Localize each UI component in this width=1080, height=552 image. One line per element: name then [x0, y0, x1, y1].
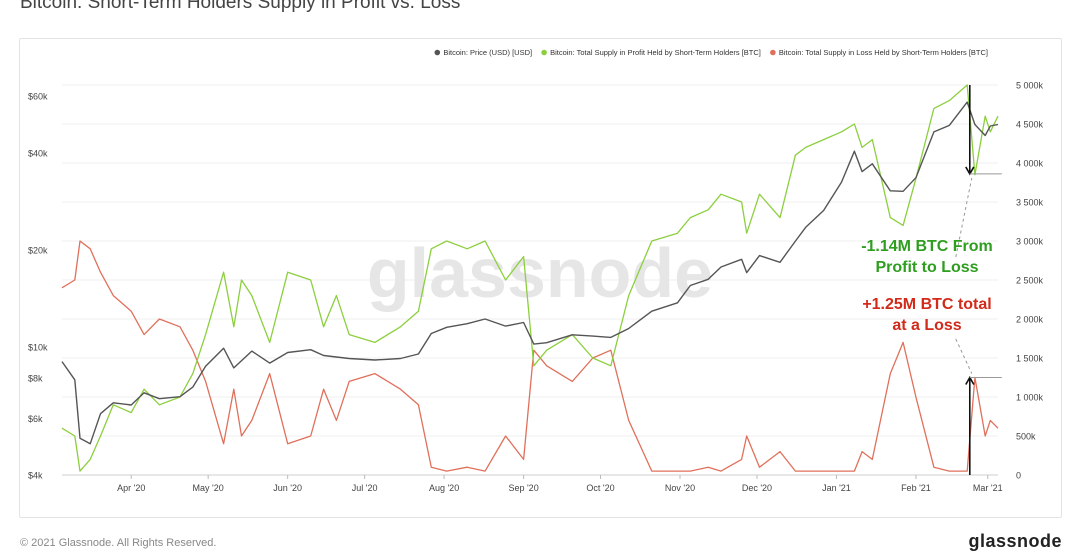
- x-tick-label: Mar '21: [973, 483, 1003, 493]
- brand-logo: glassnode: [968, 531, 1062, 551]
- x-tick-label: Sep '20: [508, 483, 538, 493]
- annotation-layer: -1.14M BTC From Profit to Loss +1.25M BTC …: [861, 85, 1002, 475]
- y-right-tick-label: 500k: [1016, 432, 1036, 442]
- profit-to-loss-annotation-text: -1.14M BTC From: [861, 238, 993, 255]
- x-tick-label: Nov '20: [665, 483, 695, 493]
- series-layer: [61, 84, 999, 472]
- supply-in-profit-line: [61, 84, 999, 472]
- y-right-tick-label: 1 500k: [1016, 354, 1044, 364]
- x-tick-label: Feb '21: [901, 483, 931, 493]
- total-loss-leader-line: [955, 338, 973, 374]
- y-left-tick-label: $4k: [28, 471, 43, 481]
- x-tick-label: Aug '20: [429, 483, 459, 493]
- total-loss-annotation-text: +1.25M BTC total: [862, 296, 991, 313]
- profit-to-loss-annotation-text: Profit to Loss: [875, 259, 978, 276]
- y-axis-right: 0 500k 1 000k 1 500k 2 000k 2 500k 3 000k 3 500…: [1016, 81, 1044, 481]
- x-tick-label: Oct '20: [586, 483, 614, 493]
- y-left-tick-label: $40k: [28, 148, 48, 158]
- legend: Bitcoin: Total Supply in Loss Held by Sh…: [434, 48, 988, 57]
- y-right-tick-label: 3 000k: [1016, 237, 1044, 247]
- y-left-tick-label: $10k: [28, 342, 48, 352]
- legend-item-price-label: Bitcoin: Price (USD) [USD]: [443, 48, 532, 57]
- y-right-tick-label: 2 500k: [1016, 276, 1044, 286]
- y-left-tick-label: $20k: [28, 245, 48, 255]
- x-tick-label: Apr '20: [117, 483, 145, 493]
- copyright: © 2021 Glassnode. All Rights Reserved.: [20, 537, 217, 549]
- y-right-tick-label: 4 500k: [1016, 120, 1044, 130]
- x-tick-label: Jan '21: [822, 483, 851, 493]
- y-right-tick-label: 3 500k: [1016, 198, 1044, 208]
- x-axis: Apr '20 May '20 Jun '20 Jul '20 Aug '20 Sep '…: [62, 474, 1003, 493]
- chart-svg: glassnode Bitcoin: Total Supply in Loss …: [28, 48, 1044, 493]
- legend-item-profit-label: Bitcoin: Total Supply in Profit Held by …: [550, 48, 761, 57]
- legend-item-loss-marker: [770, 49, 776, 56]
- profit-to-loss-leader-line: [955, 177, 973, 258]
- y-left-tick-label: $6k: [28, 414, 43, 424]
- y-left-tick-label: $60k: [28, 92, 48, 102]
- legend-item-profit-marker: [541, 49, 547, 56]
- legend-item-price-marker: [434, 49, 441, 56]
- chart-card: glassnode Bitcoin: Total Supply in Loss …: [19, 38, 1062, 518]
- page-title: Bitcoin: Short-Term Holders Supply in Pr…: [20, 0, 461, 13]
- watermark: glassnode: [367, 234, 713, 312]
- y-right-tick-label: 5 000k: [1016, 81, 1044, 91]
- x-tick-label: Dec '20: [742, 483, 772, 493]
- y-left-tick-label: $8k: [28, 374, 43, 384]
- y-right-tick-label: 2 000k: [1016, 315, 1044, 325]
- y-right-tick-label: 1 000k: [1016, 393, 1044, 403]
- x-tick-label: Jun '20: [273, 483, 302, 493]
- x-tick-label: Jul '20: [352, 483, 378, 493]
- price-line: [61, 101, 999, 445]
- legend-item-loss-label: Bitcoin: Total Supply in Loss Held by Sh…: [779, 48, 988, 57]
- y-axis-left: $4k $6k $8k $10k $20k $40k $60k: [28, 92, 48, 481]
- y-right-tick-label: 4 000k: [1016, 159, 1044, 169]
- x-tick-label: May '20: [193, 483, 224, 493]
- y-right-tick-label: 0: [1016, 471, 1021, 481]
- total-loss-annotation-text: at a Loss: [892, 317, 961, 334]
